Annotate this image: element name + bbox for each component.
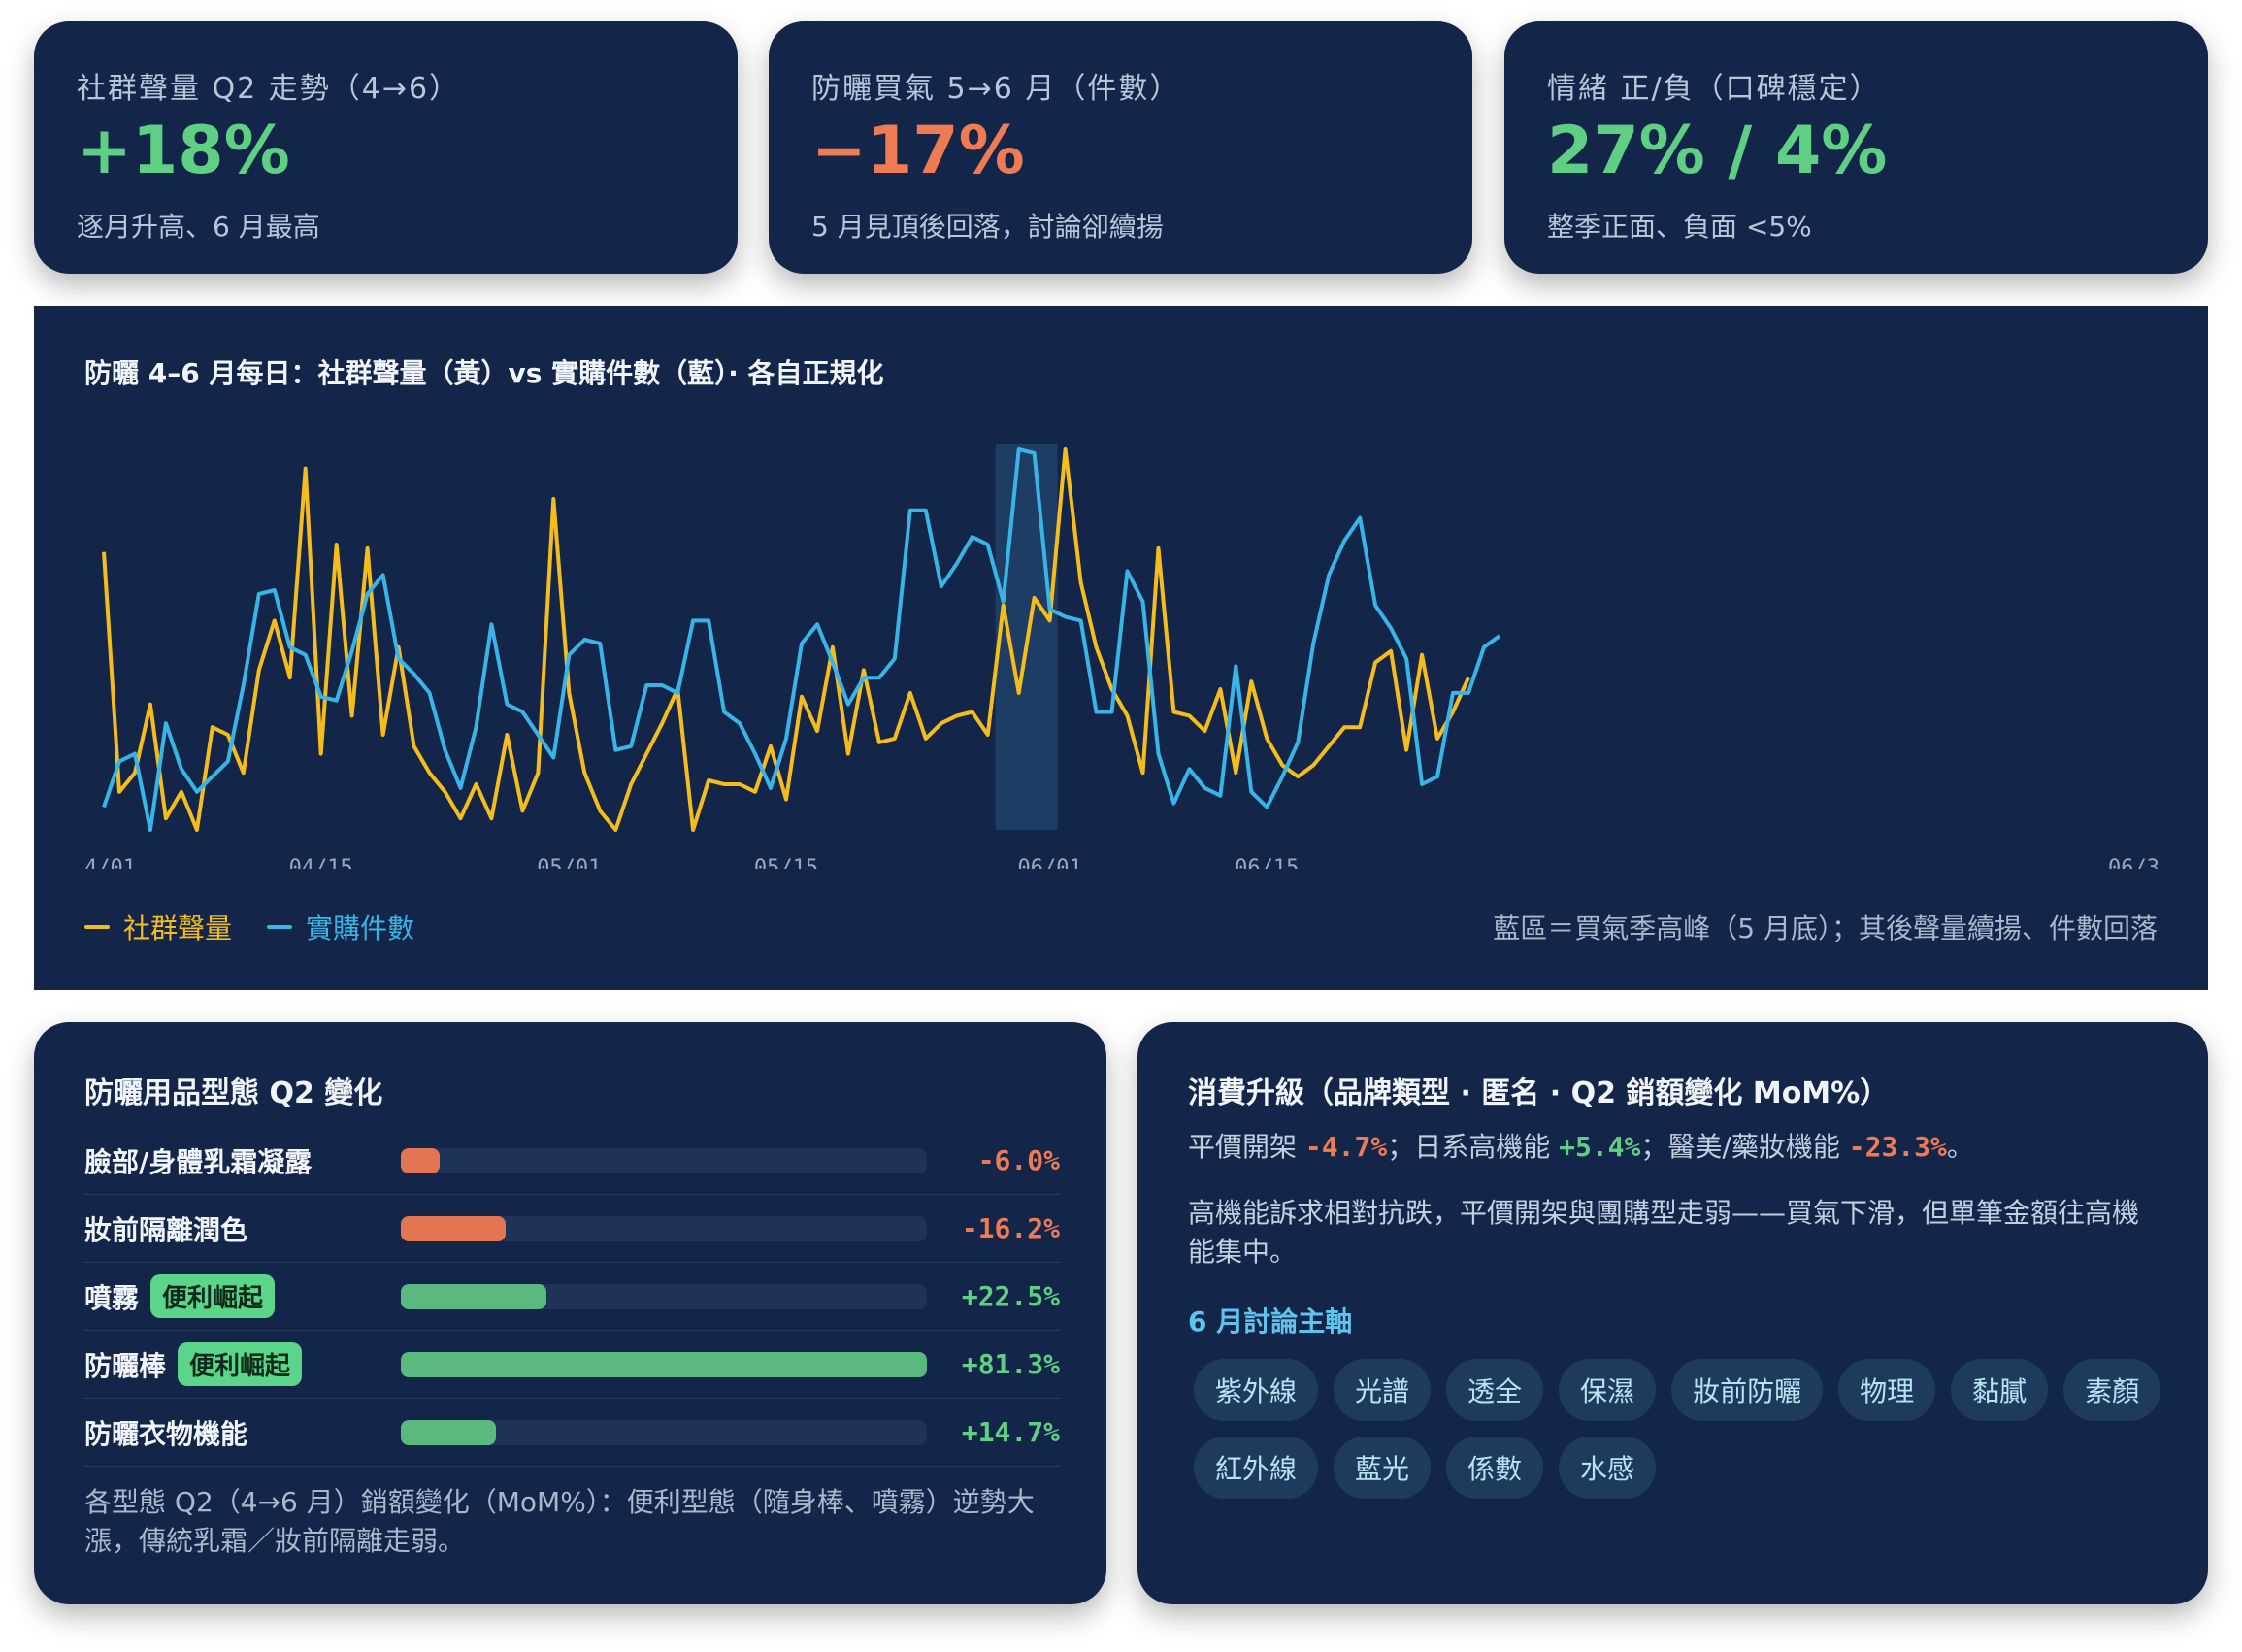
x-tick-label: 05/15 (754, 856, 818, 869)
topic-tag: 水感 (1559, 1437, 1657, 1499)
bar-track (401, 1419, 927, 1445)
kpi-value: +18% (77, 113, 290, 189)
upgrade-a-label: 平價開架 (1188, 1131, 1305, 1163)
bar-value: +22.5% (961, 1280, 1060, 1312)
kpi-card-volume: 社群聲量 Q2 走勢（4→6） +18% 逐月升高、6 月最高 (34, 21, 738, 274)
bar-label-text: 妝前隔離潤色 (84, 1213, 248, 1246)
kpi-sub: 逐月升高、6 月最高 (77, 211, 320, 243)
x-tick-label: 4/01 (84, 856, 136, 869)
topic-tag: 保濕 (1559, 1359, 1657, 1421)
topic-tags: 紫外線 光譜 透全 保濕 妝前防曬 物理 黏膩 素顏紅外線 藍光 係數 水感 (1194, 1359, 2164, 1499)
kpi-card-sentiment: 情緒 正/負（口碑穩定） 27% / 4% 整季正面、負面 <5% (1504, 21, 2208, 274)
bar-row: 防曬衣物機能 +14.7% (84, 1399, 1060, 1467)
bar-track (401, 1147, 927, 1173)
topic-tag: 光譜 (1334, 1359, 1432, 1421)
x-tick-label: 05/01 (537, 856, 601, 869)
bar-row: 噴霧 便利崛起 +22.5% (84, 1263, 1060, 1331)
bar-row: 臉部/身體乳霜凝露 -6.0% (84, 1127, 1060, 1195)
series-line-volume (102, 447, 1470, 832)
x-tick-label: 06/3 (2108, 856, 2160, 869)
kpi-sub: 5 月見頂後回落，討論卻續揚 (811, 211, 1164, 243)
kpi-sub: 整季正面、負面 <5% (1547, 211, 1812, 243)
bar-track (401, 1351, 927, 1377)
legend-swatch (84, 925, 110, 929)
upgrade-title: 消費升級（品牌類型 · 匿名 · Q2 銷額變化 MoM%） (1188, 1076, 1890, 1110)
series-line-purchases (102, 447, 1501, 832)
bar-label: 噴霧 便利崛起 (84, 1274, 366, 1318)
forms-note: 各型態 Q2（4→6 月）銷額變化（MoM%）：便利型態（隨身棒、噴霧）逆勢大漲… (84, 1486, 1035, 1557)
upgrade-summary: 平價開架 -4.7%；日系高機能 +5.4%；醫美/藥妝機能 -23.3%。 (1188, 1128, 2149, 1167)
bar-track (401, 1215, 927, 1241)
bar-fill (401, 1419, 496, 1445)
upgrade-card (1137, 1022, 2208, 1604)
bar-value: +14.7% (961, 1416, 1060, 1448)
topic-tag: 係數 (1446, 1437, 1544, 1499)
bar-fill (401, 1283, 546, 1309)
bar-value: -16.2% (961, 1212, 1060, 1244)
bar-fill (401, 1215, 506, 1241)
product-forms-card: 防曬用品型態 Q2 變化 臉部/身體乳霜凝露 -6.0% 妝前隔離潤色 -16.2% 噴… (34, 1022, 1106, 1604)
upgrade-a-value: -4.7% (1304, 1131, 1388, 1163)
upgrade-sep1: ；日系高機能 (1387, 1131, 1560, 1163)
x-tick-label: 06/15 (1235, 856, 1299, 869)
trend-badge: 便利崛起 (178, 1342, 303, 1386)
legend-swatch (267, 925, 293, 929)
upgrade-sep2: ；醫美/藥妝機能 (1640, 1131, 1849, 1163)
line-chart: 4/01 04/15 05/01 05/15 06/01 06/15 06/3 (84, 444, 2160, 869)
bar-label-text: 噴霧 (84, 1281, 140, 1314)
kpi-label: 防曬買氣 5→6 月（件數） (811, 72, 1181, 106)
forms-title: 防曬用品型態 Q2 變化 (84, 1076, 383, 1110)
bar-label-text: 防曬棒 (84, 1349, 167, 1382)
kpi-card-buying: 防曬買氣 5→6 月（件數） −17% 5 月見頂後回落，討論卻續揚 (769, 21, 1472, 274)
bar-label: 臉部/身體乳霜凝露 (84, 1141, 366, 1180)
topic-tag: 透全 (1446, 1359, 1544, 1421)
kpi-label: 社群聲量 Q2 走勢（4→6） (77, 72, 461, 106)
upgrade-c-value: -23.3% (1848, 1131, 1947, 1163)
bar-fill (401, 1147, 440, 1173)
topic-tag: 藍光 (1334, 1437, 1432, 1499)
x-tick-label: 04/15 (289, 856, 353, 869)
legend-label: 實購件數 (306, 912, 415, 944)
upgrade-paragraph: 高機能訴求相對抗跌，平價開架與團購型走弱——買氣下滑，但單筆金額往高機能集中。 (1188, 1197, 2140, 1268)
bar-label: 防曬棒 便利崛起 (84, 1342, 366, 1386)
topic-tag: 紅外線 (1194, 1437, 1319, 1499)
bar-track (401, 1283, 927, 1309)
chart-note: 藍區＝買氣季高峰（5 月底）；其後聲量續揚、件數回落 (1493, 912, 2158, 944)
upgrade-b-value: +5.4% (1559, 1131, 1641, 1163)
upgrade-end: 。 (1946, 1131, 1974, 1163)
topic-tag: 妝前防曬 (1671, 1359, 1824, 1421)
bar-label: 防曬衣物機能 (84, 1413, 366, 1452)
bar-value: +81.3% (961, 1348, 1060, 1380)
daily-line-chart-card: 防曬 4–6 月每日：社群聲量（黃）vs 實購件數（藍）· 各自正規化 4/01… (34, 306, 2208, 990)
bar-row: 防曬棒 便利崛起 +81.3% (84, 1331, 1060, 1399)
topic-tag: 紫外線 (1194, 1359, 1319, 1421)
chart-title: 防曬 4–6 月每日：社群聲量（黃）vs 實購件數（藍）· 各自正規化 (84, 357, 884, 389)
kpi-label: 情緒 正/負（口碑穩定） (1547, 72, 1881, 106)
topic-tag: 物理 (1838, 1359, 1936, 1421)
kpi-value: 27% / 4% (1547, 113, 1888, 189)
bar-value: -6.0% (977, 1144, 1060, 1176)
kpi-value: −17% (811, 113, 1025, 189)
legend-item-purchases: 實購件數 (267, 908, 414, 946)
bar-fill (401, 1351, 927, 1377)
bar-row: 妝前隔離潤色 -16.2% (84, 1195, 1060, 1263)
chart-legend: 社群聲量 實購件數 (84, 908, 414, 946)
bar-label-text: 臉部/身體乳霜凝露 (84, 1145, 313, 1178)
topics-title: 6 月討論主軸 (1188, 1305, 1353, 1338)
legend-item-volume: 社群聲量 (84, 908, 232, 946)
trend-badge: 便利崛起 (150, 1274, 276, 1318)
bar-label: 妝前隔離潤色 (84, 1209, 366, 1248)
topic-tag: 素顏 (2063, 1359, 2161, 1421)
x-tick-label: 06/01 (1017, 856, 1081, 869)
topic-tag: 黏膩 (1951, 1359, 2049, 1421)
legend-label: 社群聲量 (123, 912, 233, 944)
bar-label-text: 防曬衣物機能 (84, 1417, 248, 1450)
